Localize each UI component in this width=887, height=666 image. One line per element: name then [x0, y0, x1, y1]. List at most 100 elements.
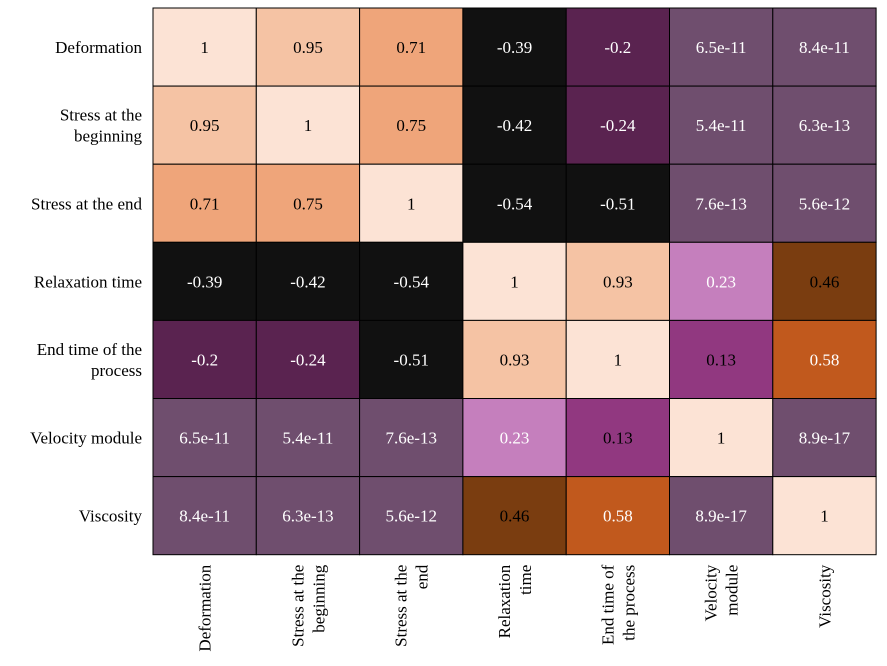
cell-value-label: 0.93 [500, 350, 530, 369]
heatmap-cell-r1-c0 [152, 85, 257, 165]
cell-value-label: -0.54 [497, 194, 533, 213]
cell-value-label: -0.24 [600, 116, 636, 135]
heatmap-cell-r6-c0 [152, 476, 257, 556]
cell-value-label: 0.71 [190, 194, 220, 213]
cell-value-label: 0.13 [603, 429, 633, 448]
row-tick-label: Stress at the [60, 106, 142, 125]
cell-value-label: 0.13 [706, 350, 736, 369]
row-tick-label: Relaxation time [34, 272, 142, 291]
cell-value-label: 0.23 [500, 429, 530, 448]
heatmap-cell-r2-c3 [462, 163, 567, 243]
cell-value-label: 5.6e-12 [386, 507, 437, 526]
heatmap-cell-r6-c6 [772, 476, 877, 556]
heatmap-cell-r0-c2 [359, 7, 464, 87]
heatmap-cell-r4-c2 [359, 319, 464, 399]
heatmap-cell-r5-c1 [255, 398, 361, 478]
heatmap-cells: 1 0.95 0.71 -0.39 -0.2 6.5e-11 8.4e-11 0.95 1 0.7… [152, 7, 877, 556]
row-tick-label: Velocity module [30, 429, 142, 448]
cell-value-label: 0.75 [396, 116, 426, 135]
heatmap-cell-r2-c1 [255, 163, 361, 243]
column-tick-label: beginning [309, 564, 328, 632]
heatmap-cell-r2-c6 [772, 163, 877, 243]
heatmap-cell-r2-c4 [565, 163, 671, 243]
heatmap-cell-r6-c2 [359, 476, 464, 556]
column-tick-label: End time of [598, 564, 617, 645]
cell-value-label: 5.4e-11 [283, 429, 334, 448]
heatmap-cell-r1-c6 [772, 85, 877, 165]
cell-value-label: 0.58 [603, 507, 633, 526]
cell-value-label: 1 [304, 116, 313, 135]
cell-value-label: 7.6e-13 [695, 194, 746, 213]
cell-value-label: 7.6e-13 [386, 429, 437, 448]
column-tick-label: end [413, 564, 432, 589]
row-tick-label: process [91, 361, 142, 380]
cell-value-label: 1 [200, 38, 209, 57]
row-labels: Deformation Stress at the beginning Stress … [30, 38, 142, 526]
cell-value-label: 6.5e-11 [696, 38, 747, 57]
cell-value-label: -0.51 [600, 194, 635, 213]
cell-value-label: -0.2 [604, 38, 631, 57]
cell-value-label: 5.4e-11 [696, 116, 747, 135]
cell-value-label: 5.6e-12 [799, 194, 850, 213]
heatmap-cell-r0-c1 [255, 7, 361, 87]
heatmap-cell-r3-c3 [462, 241, 567, 321]
row-tick-label: Viscosity [79, 507, 143, 526]
row-tick-label: End time of the [37, 340, 142, 359]
cell-value-label: -0.39 [187, 272, 222, 291]
cell-value-label: -0.42 [290, 272, 325, 291]
heatmap-cell-r5-c2 [359, 398, 464, 478]
column-tick-label: Relaxation [495, 564, 514, 638]
row-tick-label: Stress at the end [31, 194, 142, 213]
heatmap-cell-r3-c5 [669, 241, 774, 321]
heatmap-cell-r5-c3 [462, 398, 567, 478]
cell-value-label: -0.51 [394, 350, 429, 369]
cell-value-label: -0.42 [497, 116, 532, 135]
cell-value-label: 1 [614, 350, 623, 369]
cell-value-label: 1 [510, 272, 519, 291]
cell-value-label: 1 [820, 507, 829, 526]
heatmap-cell-r3-c0 [152, 241, 257, 321]
heatmap-cell-r0-c5 [669, 7, 774, 87]
heatmap-cell-r4-c6 [772, 319, 877, 399]
cell-value-label: 0.58 [810, 350, 840, 369]
heatmap-cell-r6-c4 [565, 476, 671, 556]
heatmap-cell-r5-c6 [772, 398, 877, 478]
cell-value-label: 0.46 [500, 507, 530, 526]
cell-value-label: 0.46 [810, 272, 840, 291]
column-tick-label: time [516, 565, 535, 595]
cell-value-label: 0.71 [396, 38, 426, 57]
cell-value-label: 0.95 [293, 38, 323, 57]
heatmap-cell-r2-c2 [359, 163, 464, 243]
heatmap-cell-r3-c6 [772, 241, 877, 321]
heatmap-cell-r0-c3 [462, 7, 567, 87]
column-tick-label: module [723, 565, 742, 616]
cell-value-label: 0.95 [190, 116, 220, 135]
cell-value-label: 8.4e-11 [179, 507, 230, 526]
cell-value-label: 0.75 [293, 194, 323, 213]
heatmap-cell-r4-c0 [152, 319, 257, 399]
heatmap-cell-r2-c5 [669, 163, 774, 243]
heatmap-cell-r1-c2 [359, 85, 464, 165]
column-tick-label: Deformation [196, 564, 215, 651]
heatmap-cell-r1-c5 [669, 85, 774, 165]
heatmap-cell-r3-c1 [255, 241, 361, 321]
cell-value-label: -0.24 [290, 350, 326, 369]
heatmap-cell-r2-c0 [152, 163, 257, 243]
heatmap-cell-r1-c4 [565, 85, 671, 165]
heatmap-cell-r0-c0 [152, 7, 257, 87]
row-tick-label: Deformation [55, 38, 142, 57]
column-tick-label: Stress at the [392, 565, 411, 647]
column-tick-label: Viscosity [815, 564, 834, 628]
cell-value-label: 1 [717, 429, 726, 448]
cell-value-label: 6.3e-13 [282, 507, 333, 526]
cell-value-label: -0.39 [497, 38, 532, 57]
column-tick-label: Stress at the [288, 565, 307, 647]
cell-value-label: 0.93 [603, 272, 633, 291]
cell-value-label: 6.5e-11 [179, 429, 230, 448]
cell-value-label: -0.54 [394, 272, 430, 291]
cell-value-label: 0.23 [706, 272, 736, 291]
row-tick-label: beginning [74, 127, 142, 146]
heatmap-cell-r5-c4 [565, 398, 671, 478]
cell-value-label: 8.9e-17 [799, 429, 851, 448]
